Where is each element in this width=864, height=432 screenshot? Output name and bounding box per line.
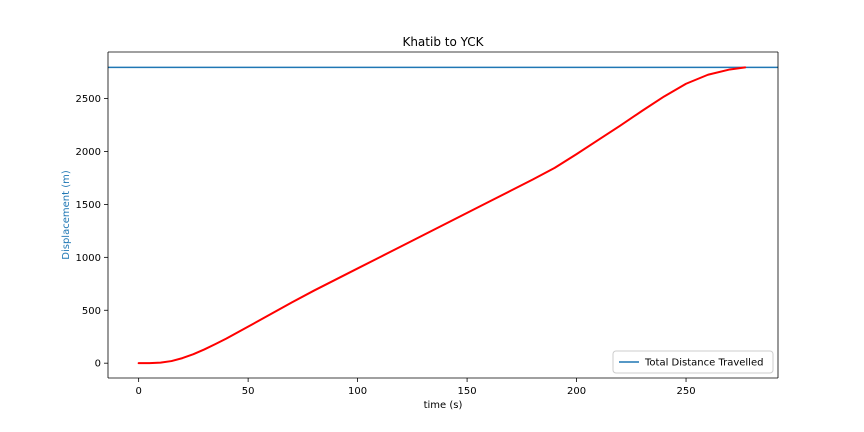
series-layer: [108, 66, 778, 365]
y-tick-label: 500: [82, 306, 101, 317]
y-tick-label: 1000: [76, 253, 101, 264]
chart-title: Khatib to YCK: [402, 35, 484, 49]
y-axis-label: Displacement (m): [61, 170, 72, 260]
plot-background: [108, 52, 778, 378]
series-line-displacement: [137, 66, 747, 365]
y-tick-label: 2000: [76, 147, 101, 158]
x-tick-label: 50: [242, 386, 255, 397]
y-tick-label: 2500: [76, 94, 101, 105]
x-tick-label: 150: [458, 386, 477, 397]
y-tick-label: 1500: [76, 200, 101, 211]
legend-box: [612, 350, 774, 374]
x-tick-label: 250: [676, 386, 695, 397]
plot-area: [108, 52, 778, 378]
axes-layer: [107, 51, 779, 379]
x-tick-label: 100: [348, 386, 367, 397]
x-axis-label: time (s): [424, 400, 463, 411]
legend: Total Distance Travelled: [612, 350, 774, 374]
legend-label-total-distance: Total Distance Travelled: [644, 358, 763, 369]
y-tick-label: 0: [95, 359, 101, 370]
x-tick-label: 200: [567, 386, 586, 397]
x-tick-label: 0: [135, 386, 141, 397]
